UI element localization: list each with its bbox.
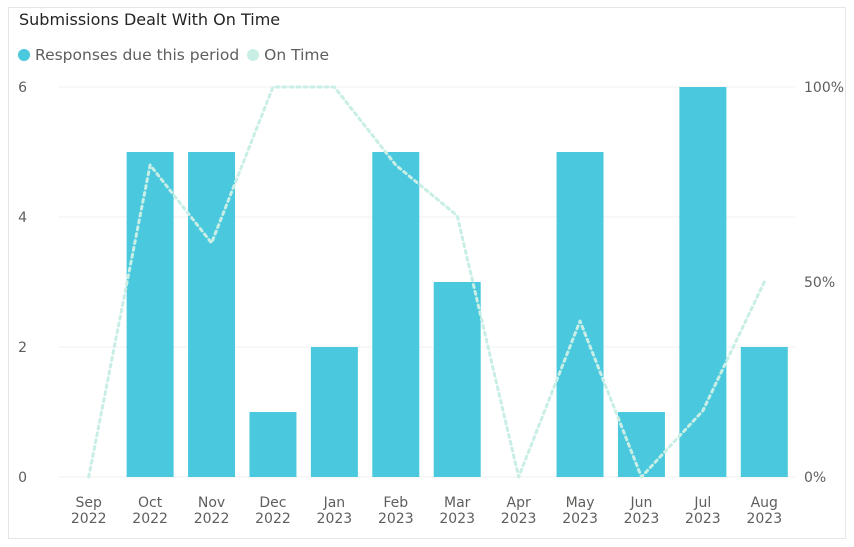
bar[interactable] [310,347,358,477]
y-left-tick-label: 0 [18,470,27,486]
y-left-tick-label: 2 [18,340,27,356]
x-tick-label-month: Jul [693,495,711,511]
x-tick-label-month: Dec [259,495,286,511]
y-right-tick-label: 0% [804,470,826,486]
bar[interactable] [556,152,604,477]
x-tick-label-month: Apr [507,495,531,511]
legend-item-responses[interactable]: Responses due this period [18,46,239,64]
x-tick-label-year: 2023 [624,511,660,527]
bar[interactable] [433,282,481,477]
x-tick-label-month: Sep [76,495,103,511]
x-tick-label-year: 2022 [132,511,168,527]
x-tick-label-year: 2023 [378,511,414,527]
x-tick-label-month: Jan [323,495,346,511]
x-tick-label-month: Aug [751,495,778,511]
y-left-tick-label: 6 [18,80,27,96]
x-tick-label-month: Feb [383,495,408,511]
x-tick-label-year: 2023 [685,511,721,527]
x-tick-label-year: 2022 [194,511,230,527]
legend-label-on-time: On Time [264,46,330,64]
x-tick-label-year: 2023 [317,511,353,527]
bar[interactable] [617,412,665,477]
x-tick-label-month: Oct [138,495,163,511]
x-tick-label-month: Nov [198,495,225,511]
x-tick-label-year: 2022 [255,511,291,527]
x-tick-label-year: 2023 [439,511,475,527]
x-tick-label-year: 2022 [71,511,107,527]
y-right-tick-label: 100% [804,80,844,96]
x-tick-label-month: May [566,495,595,511]
bar[interactable] [679,87,727,477]
legend-item-on-time[interactable]: On Time [247,46,329,64]
bar[interactable] [126,152,174,477]
x-tick-label-year: 2023 [501,511,537,527]
bar[interactable] [740,347,788,477]
y-right-tick-label: 50% [804,275,835,291]
x-tick-label-year: 2023 [746,511,782,527]
x-tick-label-year: 2023 [562,511,598,527]
legend-label-responses: Responses due this period [35,46,240,64]
x-tick-label-month: Jun [630,495,653,511]
y-left-tick-label: 4 [18,210,27,226]
chart-title: Submissions Dealt With On Time [19,10,281,29]
legend[interactable]: Responses due this period On Time [18,46,337,64]
on-time-line [87,85,766,479]
legend-marker-responses [18,49,30,61]
x-tick-label-month: Mar [444,495,471,511]
bar[interactable] [372,152,420,477]
bar[interactable] [249,412,297,477]
legend-marker-on-time [247,49,260,61]
